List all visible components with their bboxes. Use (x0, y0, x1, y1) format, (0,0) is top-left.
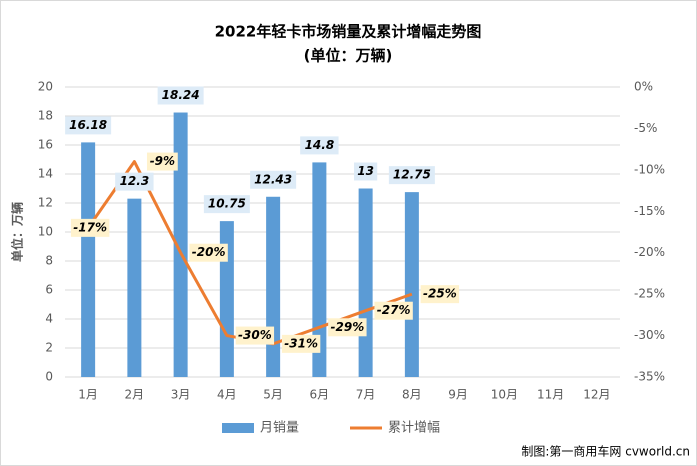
legend-label: 累计增幅 (388, 421, 440, 436)
bar (127, 198, 142, 377)
y-tick-label: 0 (45, 370, 53, 384)
x-tick-label: 7月 (356, 388, 376, 402)
bar (404, 192, 419, 377)
y-tick-label: 16 (38, 138, 53, 152)
bar-value-label: 10.75 (208, 197, 246, 211)
y2-tick-label: -30% (634, 328, 665, 342)
line-value-label: -30% (238, 328, 272, 342)
bar (312, 162, 327, 377)
bar-value-label-bg (300, 136, 339, 155)
bar (266, 196, 281, 377)
line-value-label: -29% (331, 320, 365, 334)
y-tick-label: 10 (38, 225, 53, 239)
chart-subtitle: (单位：万辆) (304, 47, 393, 65)
line-value-label: -20% (192, 245, 226, 259)
bar (81, 142, 96, 377)
bar-value-label: 18.24 (162, 88, 200, 102)
line-value-label-bg (70, 218, 110, 237)
y-tick-label: 20 (38, 80, 53, 94)
bar-value-label-bg (157, 86, 204, 105)
y-tick-label: 12 (38, 196, 53, 210)
bar-value-label-bg (388, 166, 435, 185)
y-tick-label: 8 (45, 254, 53, 268)
x-tick-label: 12月 (583, 388, 610, 402)
bar-value-label-bg (203, 195, 250, 214)
line-value-label-bg (374, 301, 413, 320)
y2-tick-label: -10% (634, 162, 665, 176)
y-tick-label: 4 (45, 312, 53, 326)
bar-value-label: 13 (357, 164, 374, 178)
y-tick-label: 14 (38, 167, 53, 181)
line-value-label: -27% (377, 303, 411, 317)
line-value-label-bg (235, 326, 275, 345)
line-value-label-bg (281, 334, 321, 353)
legend-label: 月销量 (260, 421, 299, 436)
bar-value-label: 12.43 (254, 172, 292, 186)
bar (173, 112, 188, 378)
x-tick-label: 2月 (125, 388, 145, 402)
y2-tick-label: -5% (634, 121, 657, 135)
x-tick-label: 8月 (402, 388, 422, 402)
bar-value-label: 12.3 (120, 174, 150, 188)
bar (358, 188, 373, 377)
x-tick-label: 6月 (310, 388, 330, 402)
x-tick-label: 4月 (217, 388, 237, 402)
y2-tick-label: -35% (634, 370, 665, 384)
x-tick-label: 3月 (171, 388, 191, 402)
bar-value-label: 16.18 (69, 118, 107, 132)
line-value-label-bg (420, 285, 460, 304)
line-value-label: -25% (423, 287, 457, 301)
bar-value-label-bg (250, 170, 297, 189)
bar-value-label: 14.8 (305, 138, 335, 152)
x-tick-label: 5月 (263, 388, 283, 402)
legend-swatch (222, 423, 254, 433)
chart-title: 2022年轻卡市场销量及累计增幅走势图 (215, 23, 482, 41)
y-axis-label: 单位：万辆 (10, 202, 25, 262)
y-tick-label: 2 (45, 341, 53, 355)
y2-tick-label: -25% (634, 287, 665, 301)
x-tick-label: 10月 (491, 388, 518, 402)
y2-tick-label: 0% (634, 80, 653, 94)
x-tick-label: 9月 (448, 388, 468, 402)
line-value-label-bg (328, 318, 367, 337)
source-note: 制图:第一商用车网 cvworld.cn (521, 444, 690, 459)
line-value-label: -9% (150, 154, 175, 168)
bar-value-label-bg (115, 172, 154, 191)
line-value-label: -31% (284, 336, 318, 350)
x-tick-label: 1月 (78, 388, 98, 402)
bar-value-label-bg (354, 162, 378, 181)
line-value-label-bg (146, 152, 178, 171)
x-tick-label: 11月 (537, 388, 564, 402)
y-tick-label: 18 (38, 109, 53, 123)
y2-tick-label: -15% (634, 204, 665, 218)
line-value-label: -17% (73, 220, 107, 234)
line-value-label-bg (189, 243, 228, 262)
bar-value-label: 12.75 (393, 168, 431, 182)
bar-value-label-bg (65, 116, 112, 135)
y2-tick-label: -20% (634, 245, 665, 259)
y-tick-label: 6 (45, 283, 53, 297)
